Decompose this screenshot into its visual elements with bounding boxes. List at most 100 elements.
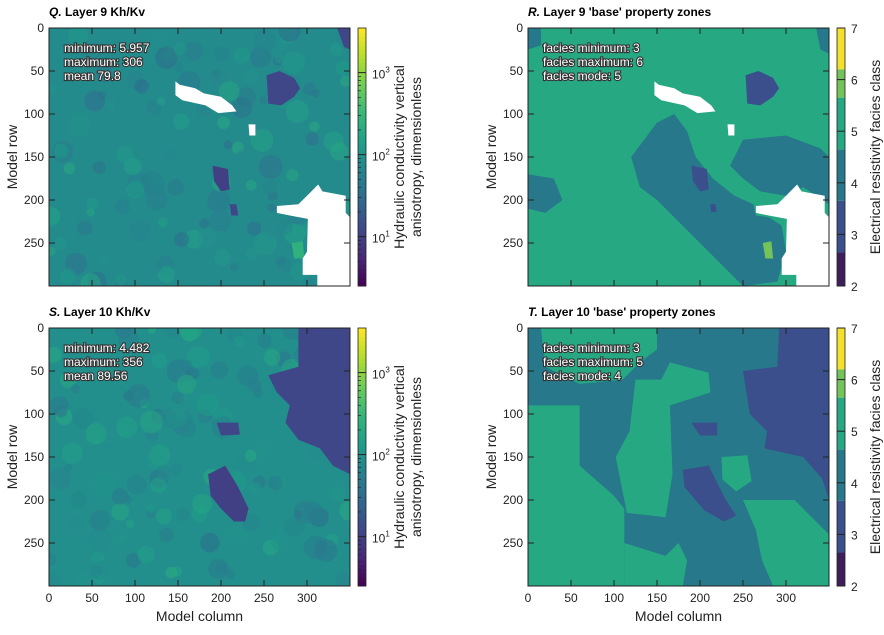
colorbar-segment (837, 500, 845, 553)
colorbar-segment (358, 208, 366, 214)
colorbar-segment (358, 268, 366, 274)
y-tick-label: 200 (24, 193, 44, 207)
heatmap-texture (111, 503, 129, 521)
heatmap-zone (291, 241, 305, 259)
colorbar-segment (358, 131, 366, 136)
colorbar-segment (358, 328, 366, 333)
heatmap-texture (87, 46, 99, 58)
heatmap-texture (339, 500, 350, 521)
colorbar-segment (358, 487, 366, 492)
heatmap-texture (192, 494, 213, 514)
colorbar-segment (358, 414, 366, 419)
colorbar-segment (358, 58, 366, 63)
heatmap-texture (256, 333, 272, 349)
heatmap-texture (49, 468, 71, 491)
colorbar-segment (358, 88, 366, 93)
heatmap-texture (253, 28, 277, 52)
x-tick-label: 300 (297, 591, 317, 605)
x-tick-label: 100 (604, 591, 624, 605)
colorbar-segment (358, 568, 366, 574)
heatmap-texture (197, 229, 217, 249)
heatmap-texture (171, 391, 184, 405)
heatmap-texture (98, 254, 109, 265)
colorbar-tick-label: 4 (851, 477, 858, 491)
colorbar-segment (358, 478, 366, 484)
heatmap-zone (266, 71, 301, 106)
heatmap-zone (624, 543, 688, 586)
colorbar-segment (358, 114, 366, 119)
nodata-zone (175, 81, 237, 114)
heatmap-texture (247, 378, 262, 393)
stats-annotation: facies mode: 4 (543, 369, 621, 383)
heatmap-cells (49, 28, 350, 286)
colorbar-segment (358, 371, 366, 376)
heatmap-texture (118, 534, 128, 543)
heatmap-zone (691, 422, 718, 436)
nodata-zone (755, 184, 829, 286)
colorbar-tick-label: 5 (851, 125, 858, 139)
heatmap-texture (144, 399, 154, 408)
stats-annotation: mean 89.56 (64, 369, 128, 383)
heatmap-texture (126, 384, 150, 408)
y-tick-label: 200 (24, 493, 44, 507)
x-tick-label: 250 (254, 591, 274, 605)
y-axis-label: Model row (483, 124, 499, 189)
colorbar-segment (358, 182, 366, 188)
heatmap-texture (208, 558, 229, 580)
stats-annotation: facies maximum: 6 (543, 55, 643, 69)
colorbar-tick-exponent: 2 (385, 148, 390, 157)
y-tick-label: 0 (516, 321, 523, 335)
heatmap-texture (59, 372, 76, 388)
colorbar-segment (358, 547, 366, 553)
y-tick-label: 0 (37, 321, 44, 335)
heatmap-zone (816, 28, 829, 54)
heatmap-texture (146, 504, 155, 513)
colorbar-segment (358, 383, 366, 389)
heatmap-texture (49, 84, 57, 94)
heatmap-texture (282, 51, 305, 74)
heatmap-texture (54, 236, 68, 250)
x-tick-label: 100 (125, 591, 145, 605)
heatmap-texture (230, 262, 239, 271)
colorbar-segment (358, 200, 366, 205)
colorbar: 2 3 4 5 6 7 Electrical resistivity facies clas… (836, 22, 883, 294)
colorbar-segment (358, 101, 366, 106)
heatmap-texture (197, 366, 209, 378)
colorbar-segment (358, 32, 366, 38)
colorbar-segment (358, 551, 366, 557)
colorbar-tick-label: 7 (851, 22, 858, 36)
colorbar-segment (358, 126, 366, 132)
heatmap-texture (129, 219, 152, 242)
colorbar-segment (837, 369, 845, 398)
nodata-zone (248, 124, 256, 136)
colorbar-segment (358, 538, 366, 544)
heatmap-texture (90, 565, 102, 578)
colorbar-segment (358, 139, 366, 145)
panel-title: R. Layer 9 'base' property zones (528, 5, 711, 19)
heatmap-texture (304, 500, 322, 519)
heatmap-texture (103, 443, 114, 455)
heatmap-texture (49, 206, 61, 228)
stats-annotation: facies mode: 5 (543, 69, 621, 83)
colorbar-segment (837, 97, 845, 150)
colorbar-segment (358, 375, 366, 381)
colorbar-segment (358, 118, 366, 124)
colorbar-segment (358, 555, 366, 561)
heatmap-texture (152, 31, 169, 49)
colorbar-segment (358, 340, 366, 346)
colorbar-segment (358, 439, 366, 445)
heatmap-texture (157, 266, 175, 283)
colorbar-segment (358, 212, 366, 218)
heatmap-texture (68, 28, 89, 46)
colorbar-tick-label: 2 (851, 580, 858, 594)
x-tick-label: 50 (564, 591, 578, 605)
heatmap-texture (159, 408, 178, 428)
colorbar-tick-exponent: 3 (385, 366, 390, 375)
colorbar-segment (358, 135, 366, 141)
panel-title: T. Layer 10 'base' property zones (528, 305, 716, 319)
heatmap-texture (174, 232, 190, 248)
colorbar-segment (358, 366, 366, 372)
colorbar-tick-label: 103 (372, 66, 390, 82)
heatmap-texture (92, 160, 106, 175)
colorbar-segment (358, 49, 366, 55)
